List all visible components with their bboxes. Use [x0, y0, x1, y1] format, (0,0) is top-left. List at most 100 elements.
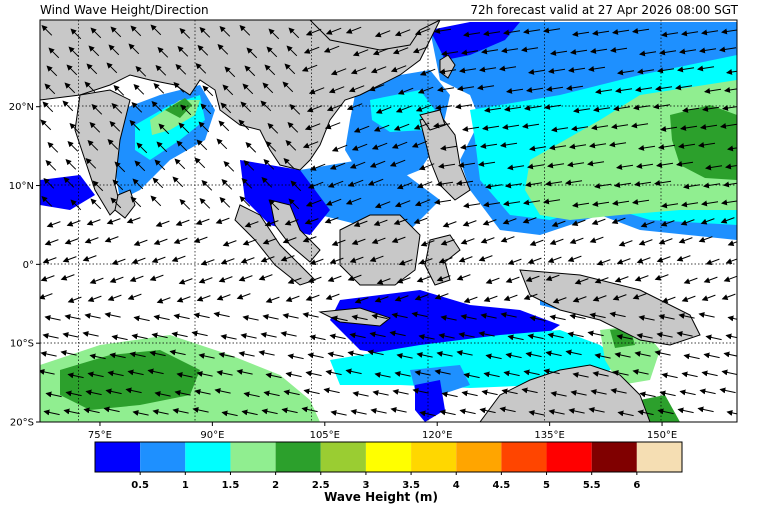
direction-arrow: [418, 333, 435, 340]
direction-arrow: [436, 275, 451, 282]
direction-arrow: [653, 103, 671, 110]
colorbar-swatch: [636, 442, 682, 472]
direction-arrow: [347, 179, 364, 187]
direction-arrow: [195, 62, 207, 74]
direction-arrow: [657, 408, 674, 415]
direction-arrow: [590, 388, 607, 395]
direction-arrow: [268, 28, 280, 40]
direction-arrow: [282, 81, 294, 93]
direction-arrow: [503, 370, 520, 377]
direction-arrow: [69, 122, 81, 134]
direction-arrow: [547, 332, 564, 339]
direction-arrow: [304, 123, 321, 131]
direction-arrow: [719, 387, 736, 394]
direction-arrow: [502, 218, 517, 225]
lon-tick-label: 120°E: [422, 430, 452, 441]
direction-arrow: [43, 177, 55, 189]
colorbar-tick-label: 6: [633, 480, 640, 491]
wave-zone: [40, 175, 95, 210]
direction-arrow: [638, 239, 653, 246]
direction-arrow: [350, 67, 367, 75]
direction-arrow: [414, 28, 431, 36]
direction-arrow: [507, 334, 524, 341]
direction-arrow: [180, 104, 192, 116]
direction-arrow: [549, 144, 567, 151]
direction-arrow: [573, 107, 591, 114]
direction-arrow: [479, 407, 496, 414]
direction-arrow: [65, 158, 77, 170]
direction-arrow: [544, 103, 562, 110]
direction-arrow: [480, 237, 495, 244]
direction-arrow: [85, 157, 97, 169]
direction-arrow: [242, 239, 257, 246]
direction-arrow: [154, 159, 166, 171]
direction-arrow: [592, 370, 609, 377]
direction-arrow: [721, 369, 737, 376]
direction-arrow: [281, 407, 298, 414]
direction-arrow: [679, 48, 697, 55]
direction-arrow: [697, 65, 715, 72]
direction-arrow: [434, 198, 452, 205]
lat-tick-label: 20°N: [9, 102, 34, 113]
direction-arrow: [134, 160, 146, 172]
direction-arrow: [282, 237, 297, 244]
direction-arrow: [391, 141, 408, 149]
direction-arrow: [129, 275, 144, 282]
direction-arrow: [485, 183, 503, 190]
direction-arrow: [588, 65, 606, 72]
direction-arrow: [654, 349, 671, 356]
direction-arrow: [306, 105, 323, 113]
direction-arrow: [176, 371, 193, 378]
direction-arrow: [213, 311, 230, 318]
direction-arrow: [393, 123, 410, 131]
direction-arrow: [176, 140, 188, 152]
latitude-ticks: 20°N 10°N 0° 10°S 20°S: [9, 102, 40, 429]
direction-arrow: [523, 199, 541, 206]
direction-arrow: [463, 202, 481, 209]
direction-arrow: [40, 350, 57, 357]
direction-arrow: [638, 314, 655, 321]
direction-arrow: [394, 29, 411, 37]
direction-arrow: [351, 314, 368, 321]
direction-arrow: [462, 125, 480, 132]
direction-arrow: [324, 122, 341, 130]
direction-arrow: [246, 47, 258, 59]
direction-arrow: [155, 220, 170, 227]
direction-arrow: [458, 331, 475, 338]
direction-arrow: [372, 48, 389, 56]
direction-arrow: [331, 239, 346, 246]
direction-arrow: [397, 87, 414, 95]
direction-arrow: [268, 199, 280, 211]
direction-arrow: [658, 238, 673, 245]
direction-arrow: [411, 140, 428, 148]
direction-arrow: [680, 219, 695, 226]
direction-arrow: [683, 353, 700, 360]
direction-arrow: [412, 46, 429, 54]
direction-arrow: [179, 27, 191, 39]
direction-arrow: [463, 372, 480, 379]
direction-arrow: [111, 334, 128, 341]
direction-arrow: [505, 182, 523, 189]
direction-arrow: [125, 387, 142, 394]
direction-arrow: [632, 293, 647, 300]
direction-arrow: [678, 142, 696, 149]
direction-arrow: [572, 371, 589, 378]
direction-arrow: [727, 240, 737, 246]
direction-arrow: [617, 69, 635, 76]
direction-arrow: [126, 217, 141, 224]
direction-arrow: [618, 240, 633, 247]
direction-arrow: [722, 104, 737, 111]
direction-arrow: [525, 275, 540, 282]
lon-tick-label: 150°E: [647, 430, 677, 441]
direction-arrow: [152, 408, 169, 415]
colorbar-swatch: [140, 442, 186, 472]
direction-arrow: [527, 333, 544, 340]
direction-arrow: [66, 220, 81, 227]
direction-arrow: [592, 200, 610, 207]
direction-arrow: [484, 106, 502, 113]
direction-arrow: [725, 258, 737, 264]
direction-arrow: [106, 218, 121, 225]
direction-arrow: [369, 160, 386, 168]
direction-arrow: [612, 28, 630, 35]
direction-arrow: [681, 371, 698, 378]
